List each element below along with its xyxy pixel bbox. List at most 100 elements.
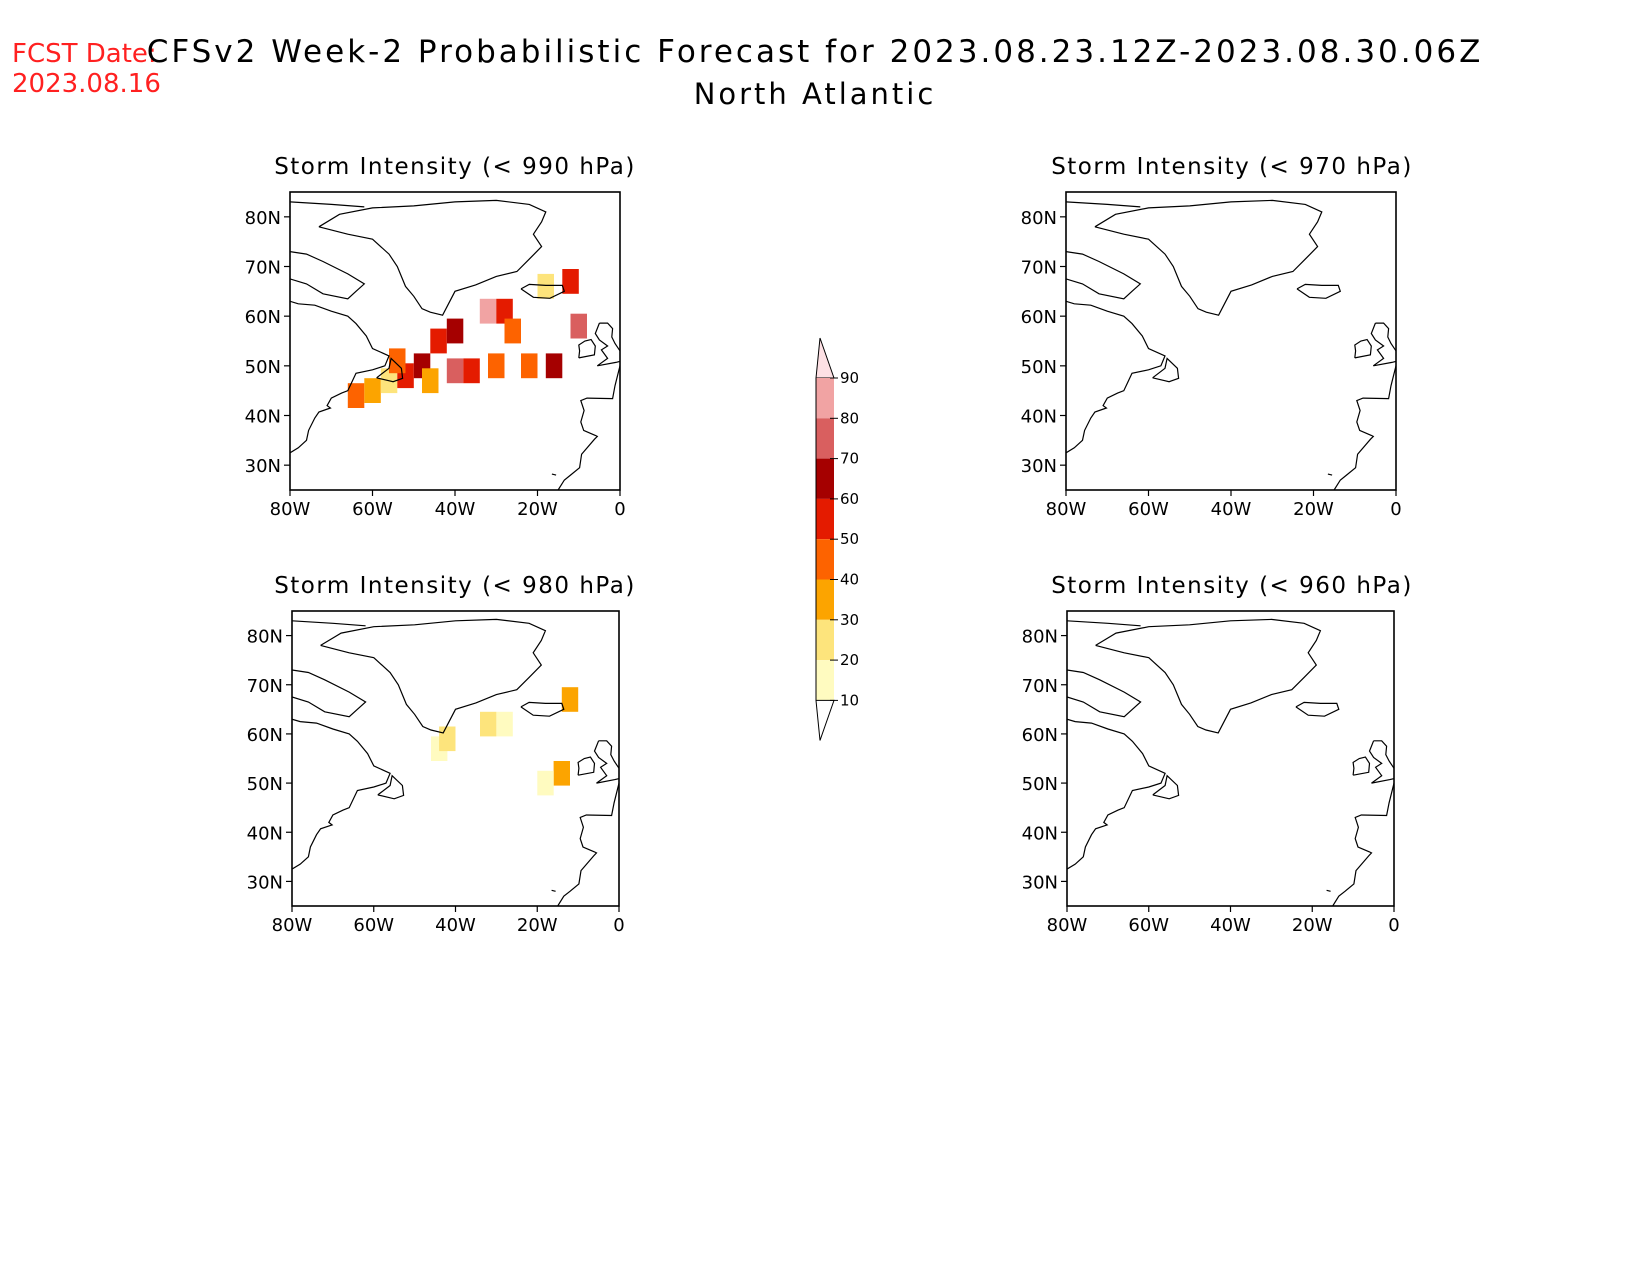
lat-tick-label: 40N (1022, 823, 1058, 844)
probability-cell (537, 770, 554, 796)
lon-tick-label: 40W (1210, 915, 1251, 936)
coastline (1333, 365, 1396, 490)
colorbar-tick-label: 40 (840, 571, 859, 589)
figure-title: CFSv2 Week-2 Probabilistic Forecast for … (147, 34, 1484, 70)
map-frame (1066, 610, 1395, 907)
lon-tick-label: 20W (1293, 499, 1334, 520)
lon-tick-label: 0 (1388, 915, 1399, 936)
probability-cell (553, 761, 570, 786)
colorbar-segment (816, 660, 834, 701)
panel-title: Storm Intensity (< 970 hPa) (1051, 154, 1413, 180)
panel-title: Storm Intensity (< 980 hPa) (274, 573, 636, 599)
coastline (1066, 251, 1142, 300)
lon-tick-label: 80W (1047, 915, 1088, 936)
coastline (292, 718, 391, 870)
probability-cell (561, 687, 579, 712)
lon-tick-label: 80W (270, 499, 311, 520)
coastline (292, 620, 366, 627)
coastline (376, 357, 404, 383)
probability-cell (479, 298, 497, 324)
lon-tick-label: 40W (1211, 499, 1252, 520)
probability-cell (537, 273, 554, 299)
lon-tick-label: 0 (614, 499, 625, 520)
colorbar-tick-label: 70 (840, 450, 859, 468)
probability-cell (545, 353, 563, 379)
lat-tick-label: 50N (247, 774, 283, 795)
probability-cell (496, 298, 513, 324)
lat-tick-label: 70N (247, 676, 283, 697)
lon-tick-label: 60W (1128, 915, 1169, 936)
map-frame (1065, 191, 1397, 491)
coastline (1295, 701, 1340, 717)
lat-tick-label: 50N (1022, 774, 1058, 795)
colorbar-tick-label: 30 (840, 611, 859, 629)
lon-tick-label: 40W (435, 915, 476, 936)
probability-cell (364, 378, 381, 403)
lat-tick-label: 60N (1022, 725, 1058, 746)
coastline (1067, 669, 1142, 718)
coastline (290, 201, 365, 208)
probability-colorbar: 90 80 70 60 50 40 30 20 10 (815, 337, 859, 741)
map-panel: Storm Intensity (< 990 hPa) 80N 70N 60N 50N 4… (245, 154, 636, 520)
map-panel: Storm Intensity (< 970 hPa) 80N 70N 60N 50N 4… (1021, 154, 1413, 520)
probability-cell (521, 353, 538, 379)
lat-tick-label: 60N (245, 307, 281, 328)
lat-tick-label: 70N (1022, 676, 1058, 697)
coastline (1067, 718, 1166, 870)
coastline (1152, 357, 1180, 383)
lon-tick-label: 80W (1046, 499, 1087, 520)
coastline (557, 365, 620, 490)
lat-tick-label: 80N (247, 627, 283, 648)
lat-tick-label: 80N (245, 208, 281, 229)
lon-tick-label: 80W (272, 915, 313, 936)
colorbar-tick-label: 50 (840, 530, 859, 548)
coastline (557, 782, 619, 906)
lat-tick-label: 40N (1021, 407, 1057, 428)
coastline (1370, 322, 1396, 367)
colorbar-segment (816, 619, 834, 661)
lon-tick-label: 40W (435, 499, 476, 520)
coastline (1352, 756, 1371, 776)
coastline (1066, 300, 1166, 454)
probability-cell (504, 318, 521, 344)
lon-tick-label: 20W (517, 915, 558, 936)
coastline (593, 740, 619, 784)
probability-cell (389, 348, 406, 374)
coastline (1368, 740, 1394, 784)
colorbar-segment (816, 378, 834, 419)
coastline (377, 774, 405, 800)
probability-cell (430, 328, 447, 354)
probability-cell (439, 726, 456, 752)
coastline (594, 322, 620, 367)
coastline (1067, 620, 1141, 627)
map-panel: Storm Intensity (< 980 hPa) 80N 70N 60N 50N 4… (247, 573, 636, 936)
probability-cell (446, 318, 464, 344)
lon-tick-label: 60W (352, 499, 393, 520)
lat-tick-label: 30N (245, 456, 281, 477)
coastline (290, 251, 366, 300)
coastline (551, 889, 556, 892)
figure-subtitle: North Atlantic (694, 77, 937, 111)
coastline (1296, 283, 1342, 299)
probability-cell (446, 358, 464, 384)
map-frame (291, 610, 620, 907)
coastline (578, 338, 596, 359)
lat-tick-label: 70N (1021, 258, 1057, 279)
coastline (1094, 199, 1323, 316)
colorbar-tick-label: 60 (840, 490, 859, 508)
coastline (1152, 774, 1180, 800)
probability-cell (496, 711, 513, 737)
probability-cell (480, 711, 497, 737)
lon-tick-label: 20W (517, 499, 558, 520)
coastline (1332, 782, 1394, 906)
lon-tick-label: 60W (353, 915, 394, 936)
lon-tick-label: 0 (1390, 499, 1401, 520)
probability-cell (463, 358, 480, 384)
lat-tick-label: 50N (1021, 357, 1057, 378)
panel-title: Storm Intensity (< 990 hPa) (274, 154, 636, 180)
coastline (292, 669, 367, 718)
coastline (520, 283, 566, 299)
colorbar-segment (816, 458, 834, 499)
lat-tick-label: 40N (247, 823, 283, 844)
coastline (320, 618, 547, 734)
